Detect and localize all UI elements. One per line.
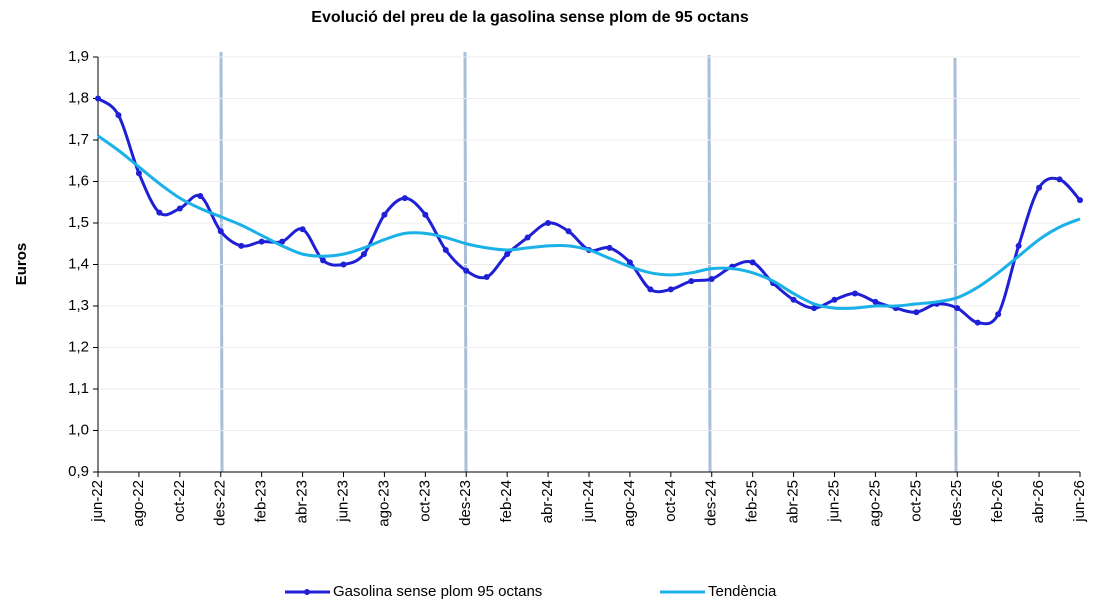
x-tick-label: jun-24 (580, 480, 597, 523)
y-tick-label: 1,7 (68, 131, 89, 148)
x-tick-label: abr-24 (539, 480, 556, 523)
y-tick-label: 1,6 (68, 172, 89, 189)
x-tick-label: abr-25 (785, 480, 802, 523)
y-tick-label: 1,8 (68, 89, 89, 106)
x-tick-label: ago-22 (130, 480, 147, 527)
point (1056, 176, 1063, 183)
x-tick-label: des-22 (212, 480, 229, 526)
point (565, 228, 572, 235)
point (995, 311, 1002, 318)
point (320, 257, 327, 264)
x-tick-label: des-24 (703, 480, 720, 526)
point (688, 278, 695, 285)
series-line (97, 97, 1082, 326)
point (545, 220, 552, 226)
legend-marker (304, 589, 310, 595)
point (217, 228, 224, 235)
x-tick-label: oct-22 (171, 480, 188, 522)
point (831, 296, 838, 303)
point (156, 209, 163, 216)
point (1036, 184, 1043, 191)
point (279, 238, 286, 245)
x-tick-label: jun-25 (825, 480, 842, 523)
point (647, 286, 654, 293)
point (340, 261, 347, 268)
point (381, 211, 388, 218)
x-tick-label: feb-25 (744, 480, 761, 523)
y-tick-label: 1,0 (68, 421, 89, 438)
point (258, 238, 265, 245)
point (442, 246, 449, 253)
y-tick-label: 1,5 (68, 214, 89, 231)
x-tick-label: abr-23 (294, 480, 311, 523)
series-line (97, 134, 1081, 310)
chart-title: Evolució del preu de la gasolina sense p… (311, 9, 749, 26)
y-tick-label: 0,9 (68, 463, 89, 480)
point (749, 259, 756, 266)
y-axis-title: Euros (13, 243, 30, 286)
point (95, 95, 101, 102)
point (483, 273, 490, 280)
point (524, 234, 531, 241)
y-tick-label: 1,4 (68, 255, 89, 272)
x-tick-label: des-25 (948, 480, 965, 526)
point (422, 211, 429, 218)
point (299, 226, 306, 233)
legend-label: Tendència (708, 583, 777, 600)
point (626, 259, 633, 266)
point (606, 244, 613, 251)
point (954, 305, 961, 312)
y-tick-label: 1,1 (68, 380, 89, 397)
point (176, 205, 183, 212)
point (1077, 197, 1083, 204)
point (463, 267, 470, 274)
point (708, 276, 715, 283)
x-tick-label: oct-23 (416, 480, 433, 522)
point (913, 309, 920, 316)
y-tick-label: 1,3 (68, 297, 89, 314)
separator-line (707, 54, 712, 473)
x-tick-label: feb-24 (498, 480, 515, 523)
point (504, 251, 511, 258)
x-tick-label: oct-24 (662, 480, 679, 522)
point (115, 112, 122, 119)
point (135, 170, 142, 177)
legend-label: Gasolina sense plom 95 octans (333, 583, 542, 600)
separator-line (463, 51, 468, 473)
x-tick-label: oct-25 (907, 480, 924, 522)
x-tick-label: des-23 (457, 480, 474, 526)
x-tick-label: jun-22 (89, 480, 106, 523)
separator-line (219, 51, 224, 473)
point (974, 319, 981, 326)
point (851, 290, 858, 297)
point (238, 242, 245, 249)
x-tick-label: jun-26 (1071, 480, 1088, 523)
y-tick-label: 1,9 (68, 48, 89, 65)
point (197, 193, 204, 200)
point (667, 286, 674, 293)
separators (219, 51, 958, 473)
point (1015, 242, 1022, 249)
point (790, 296, 797, 303)
point (360, 251, 367, 258)
x-tick-label: feb-23 (253, 480, 270, 523)
x-tick-label: abr-26 (1030, 480, 1047, 523)
point (872, 298, 879, 305)
x-tick-label: ago-25 (866, 480, 883, 527)
y-tick-label: 1,2 (68, 338, 89, 355)
x-tick-label: ago-23 (375, 480, 392, 527)
x-tick-label: feb-26 (989, 480, 1006, 523)
x-tick-label: jun-23 (334, 480, 351, 523)
x-tick-label: ago-24 (621, 480, 638, 527)
point (401, 195, 408, 202)
point (811, 305, 818, 312)
